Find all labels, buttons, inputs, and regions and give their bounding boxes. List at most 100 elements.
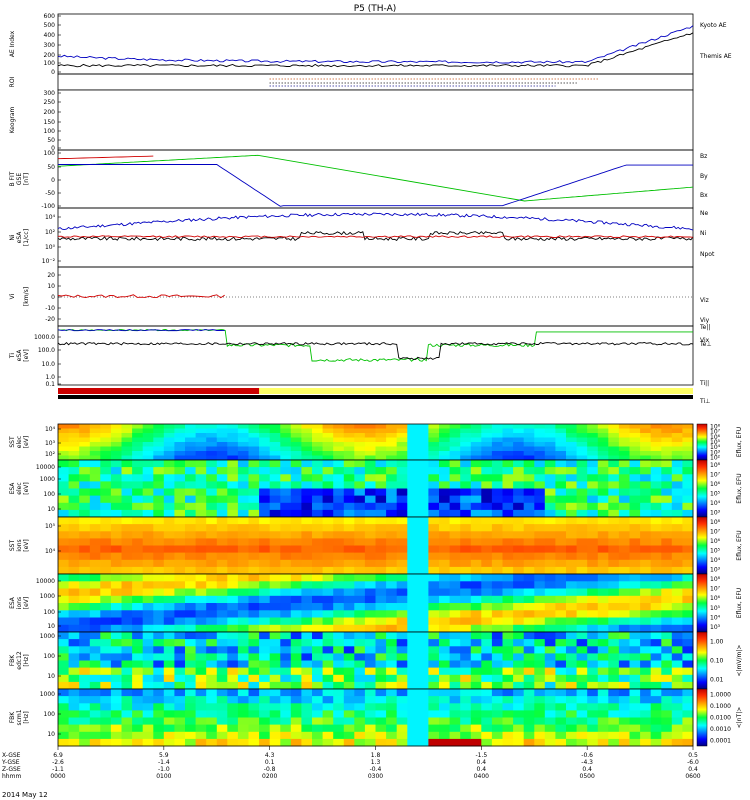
spectro-cell	[597, 681, 609, 690]
spectro-cell	[534, 424, 546, 429]
spectro-cell	[248, 559, 260, 568]
y-tick-label: 0	[51, 145, 55, 152]
spectro-cell	[523, 538, 535, 546]
spectro-cell	[555, 738, 567, 747]
spectro-cell	[449, 588, 461, 597]
y-axis-unit: [eV]	[23, 436, 30, 448]
spectro-cell	[333, 646, 345, 654]
spectro-cell	[534, 559, 546, 568]
spectro-cell	[396, 581, 408, 590]
spectro-cell	[364, 531, 376, 539]
spectro-cell	[174, 581, 186, 590]
spectro-cell	[640, 717, 652, 726]
spectro-cell	[227, 451, 239, 456]
spectro-cell	[566, 566, 578, 575]
spectro-cell	[375, 451, 387, 456]
spectro-cell	[290, 509, 302, 518]
spectro-cell	[121, 495, 133, 504]
spectro-cell	[237, 603, 249, 611]
spectro-cell	[640, 428, 652, 434]
spectro-cell	[671, 442, 683, 447]
spectro-cell	[375, 517, 387, 525]
spectro-cell	[449, 566, 461, 575]
spectro-cell	[364, 524, 376, 532]
spectro-cell	[597, 660, 609, 669]
spectro-cell	[79, 460, 91, 468]
spectro-cell	[449, 660, 461, 669]
spectro-cell	[460, 437, 472, 443]
spectro-cell	[566, 474, 578, 482]
kyoto-ae-line	[57, 25, 694, 64]
spectro-cell	[58, 538, 70, 546]
spectro-cell	[322, 703, 334, 711]
y-axis-unit: [eV]	[23, 482, 30, 494]
spectro-cell	[312, 517, 324, 525]
spectro-cell	[301, 724, 313, 733]
spectro-cell	[523, 588, 535, 597]
spectro-cell	[513, 667, 525, 676]
spectro-cell	[449, 517, 461, 525]
spectro-cell	[523, 559, 535, 568]
spectro-cell	[185, 474, 197, 482]
spectro-cell	[470, 467, 482, 475]
spectro-cell	[491, 624, 503, 633]
spectro-cell	[671, 424, 683, 429]
spectro-cell	[237, 667, 249, 676]
y-axis-label: SST	[9, 540, 16, 552]
spectro-cell	[640, 566, 652, 575]
spectro-cell	[364, 428, 376, 434]
spectro-cell	[407, 588, 419, 597]
spectro-cell	[312, 610, 324, 619]
spectro-cell	[470, 481, 482, 489]
spectro-cell	[132, 545, 144, 554]
spectro-cell	[68, 424, 80, 429]
spectro-cell	[502, 495, 514, 504]
spectro-cell	[544, 588, 556, 597]
spectro-cell	[555, 724, 567, 733]
spectro-cell	[671, 574, 683, 582]
spectro-cell	[89, 639, 101, 647]
spectro-cell	[280, 696, 292, 704]
y-axis-unit: [Hz]	[23, 711, 30, 723]
spectro-cell	[259, 588, 271, 597]
legend-entry: Te||	[699, 324, 710, 331]
spectro-cell	[79, 717, 91, 726]
spectro-cell	[682, 681, 694, 690]
spectro-cell	[407, 717, 419, 726]
spectro-cell	[555, 681, 567, 690]
y-tick-label: 100	[44, 609, 56, 616]
spectro-cell	[237, 581, 249, 590]
spectro-cell	[312, 738, 324, 747]
spectro-cell	[502, 502, 514, 511]
spectro-cell	[280, 610, 292, 619]
spectro-cell	[269, 617, 281, 626]
spectro-cell	[566, 696, 578, 704]
spectro-cell	[227, 437, 239, 443]
spectro-cell	[428, 467, 440, 475]
spectro-cell	[555, 581, 567, 590]
spectro-cell	[439, 424, 451, 429]
spectro-cell	[354, 509, 366, 518]
spectro-cell	[502, 603, 514, 611]
spectro-cell	[343, 442, 355, 447]
spectro-cell	[121, 481, 133, 489]
spectro-cell	[513, 617, 525, 626]
spectro-cell	[460, 639, 472, 647]
spectro-cell	[301, 731, 313, 740]
spectro-cell	[58, 428, 70, 434]
spectro-cell	[68, 566, 80, 575]
spectro-cell	[68, 552, 80, 561]
spectro-cell	[682, 424, 694, 429]
spectro-cell	[481, 581, 493, 590]
spectro-cell	[671, 660, 683, 669]
spectro-cell	[481, 574, 493, 582]
spectro-cell	[354, 667, 366, 676]
spectro-cell	[195, 603, 207, 611]
spectro-cell	[576, 442, 588, 447]
spectro-cell	[163, 738, 175, 747]
spectro-cell	[439, 689, 451, 697]
spectro-cell	[259, 424, 271, 429]
spectro-cell	[661, 446, 673, 452]
spectro-cell	[322, 509, 334, 518]
spectro-cell	[216, 524, 228, 532]
